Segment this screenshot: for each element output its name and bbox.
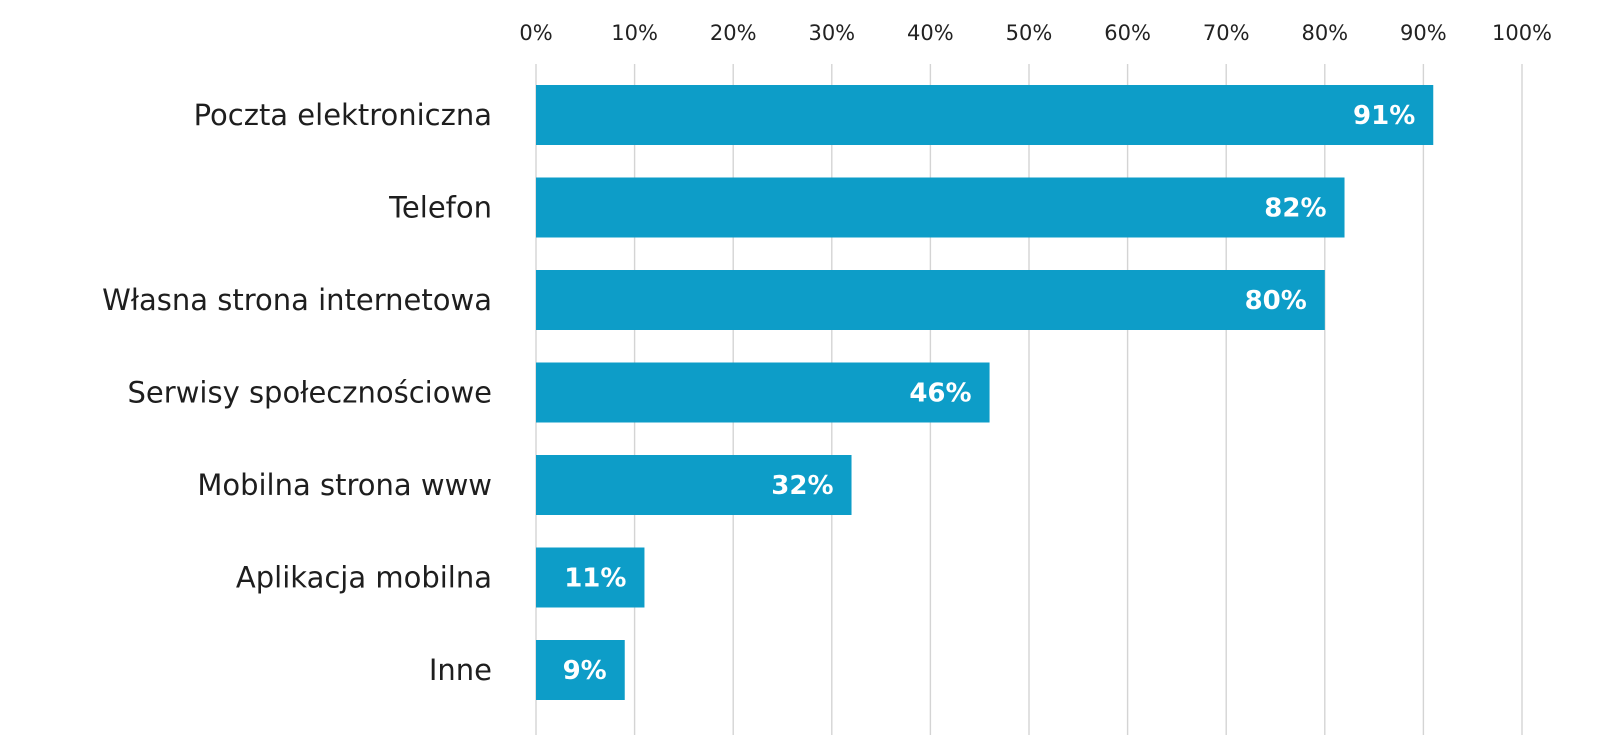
bars	[536, 85, 1434, 700]
category-label: Mobilna strona www	[197, 468, 492, 502]
x-tick-label: 40%	[907, 21, 954, 45]
category-labels: Poczta elektroniczna Telefon Własna strona…	[102, 98, 492, 687]
data-label: 32%	[771, 471, 833, 501]
bar	[536, 177, 1345, 238]
category-label: Inne	[429, 653, 492, 687]
category-label: Aplikacja mobilna	[236, 561, 492, 595]
bar	[536, 547, 645, 608]
data-label: 46%	[909, 379, 971, 409]
x-tick-label: 60%	[1104, 21, 1151, 45]
category-label: Telefon	[388, 191, 492, 225]
x-tick-label: 30%	[808, 21, 855, 45]
data-label: 80%	[1245, 286, 1307, 316]
x-tick-label: 70%	[1203, 21, 1250, 45]
x-tick-label: 50%	[1006, 21, 1053, 45]
x-tick-label: 10%	[611, 21, 658, 45]
x-tick-label: 80%	[1301, 21, 1348, 45]
x-tick-label: 20%	[710, 21, 757, 45]
x-tick-label: 0%	[519, 21, 552, 45]
data-label: 91%	[1353, 101, 1415, 131]
x-tick-label: 100%	[1492, 21, 1552, 45]
x-axis-tick-labels: 0% 10% 20% 30% 40% 50% 60% 70% 80% 90% 100%	[519, 21, 1552, 45]
category-label: Serwisy społecznościowe	[128, 376, 492, 410]
data-label: 82%	[1264, 194, 1326, 224]
category-label: Poczta elektroniczna	[194, 98, 492, 132]
data-label: 9%	[563, 656, 607, 686]
bar	[536, 362, 990, 423]
bar	[536, 455, 852, 515]
data-label: 11%	[564, 564, 626, 594]
bar	[536, 85, 1434, 145]
category-label: Własna strona internetowa	[102, 283, 492, 317]
bar	[536, 640, 625, 700]
bar	[536, 270, 1325, 330]
x-tick-label: 90%	[1400, 21, 1447, 45]
data-labels: 91% 82% 80% 46% 32% 11% 9%	[563, 101, 1416, 686]
